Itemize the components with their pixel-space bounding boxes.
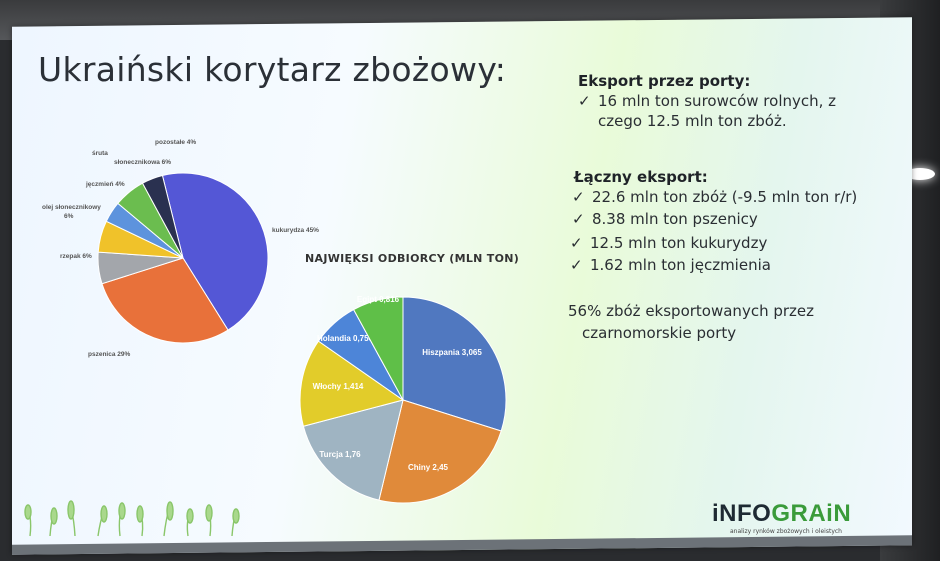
pie-slice-egipt-0-816 xyxy=(352,296,404,401)
wall-lamp xyxy=(905,168,935,180)
check-icon: ✓ xyxy=(570,234,583,252)
buyers-chart-title: NAJWIĘKSI ODBIORCY (MLN TON) xyxy=(305,252,520,265)
pie-label-turcja-1-76: Turcja 1,76 xyxy=(319,450,361,459)
check-icon: ✓ xyxy=(572,210,585,228)
pie-slice-pszenica-29 xyxy=(101,257,229,344)
pie-label-sruta-slonecznikowa-6: śrutasłonecznikowa 6% xyxy=(92,150,171,166)
pie-slice-pozostale-4 xyxy=(141,174,184,259)
pie-slice-chiny-2-45 xyxy=(378,399,502,504)
pie-label-pszenica-29: pszenica 29% xyxy=(88,351,130,358)
pie-label-chiny-2-45: Chiny 2,45 xyxy=(408,463,449,472)
ports-item-1-cont: czego 12.5 mln ton zbóż. xyxy=(598,112,787,130)
pie-label-egipt-0-816: Egipt 0,816 xyxy=(357,295,400,304)
pie-label-holandia-0-756: Holandia 0,756 xyxy=(317,334,374,343)
check-icon: ✓ xyxy=(578,92,591,110)
ports-item-1: ✓ 16 mln ton surowców rolnych, z xyxy=(578,92,837,110)
check-icon: ✓ xyxy=(570,256,583,274)
pie-label-kukurydza-45: kukurydza 45% xyxy=(272,227,319,234)
pie-slice-turcja-1-76 xyxy=(302,399,404,501)
export-structure-pie: kukurydza 45% pszenica 29% rzepak 6% olej s… xyxy=(42,139,319,358)
top-buyers-pie: Hiszpania 3,065 Chiny 2,45 Turcja 1,76 Włoc… xyxy=(299,295,507,504)
note-line-2: czarnomorskie porty xyxy=(582,324,737,342)
pie-label-rzepak-6: rzepak 6% xyxy=(60,253,92,260)
pie-label-wlochy-1-414: Włochy 1,414 xyxy=(313,382,364,391)
total-heading: Łączny eksport: xyxy=(574,168,708,186)
pie-label-pozostale-4: pozostałe 4% xyxy=(155,139,196,146)
wheat-decoration xyxy=(24,500,240,537)
infograin-logo: iNFOGRAiN xyxy=(712,500,852,527)
total-item-4: ✓ 1.62 mln ton jęczmienia xyxy=(570,256,771,274)
check-icon: ✓ xyxy=(572,188,585,206)
slide-title: Ukraiński korytarz zbożowy: xyxy=(38,50,507,89)
pie-slice-kukurydza-45 xyxy=(161,172,269,331)
logo-tagline: analizy rynków zbożowych i oleistych xyxy=(730,528,842,535)
total-item-2: ✓ 8.38 mln ton pszenicy xyxy=(572,210,758,228)
note-line-1: 56% zbóż eksportowanych przez xyxy=(568,302,815,320)
pie-label-olej-slonecznikowy-6: olej słonecznikowy 6% xyxy=(42,204,101,220)
total-item-3: ✓ 12.5 mln ton kukurydzy xyxy=(570,234,768,252)
total-item-1: ✓ 22.6 mln ton zbóż (-9.5 mln ton r/r) xyxy=(572,188,858,206)
ports-heading: Eksport przez porty: xyxy=(578,72,751,90)
pie-label-hiszpania-3-065: Hiszpania 3,065 xyxy=(422,348,482,357)
pie-slice-hiszpania-3-065 xyxy=(402,296,507,432)
pie-slice-wlochy-1-414 xyxy=(299,340,405,427)
pie-label-jeczmien-4: jęczmień 4% xyxy=(85,181,125,188)
